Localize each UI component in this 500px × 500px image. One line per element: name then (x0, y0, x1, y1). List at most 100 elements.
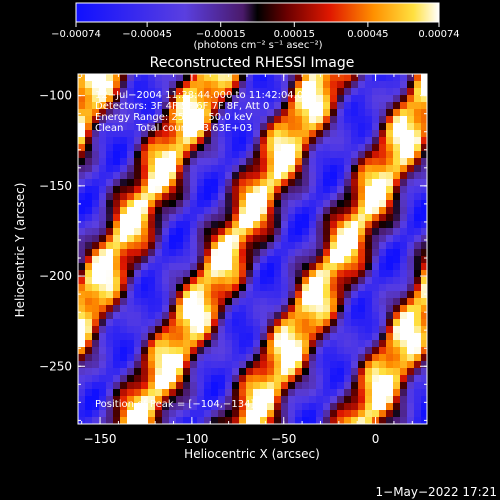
heatmap-cell (393, 151, 401, 159)
heatmap-cell (232, 298, 240, 306)
heatmap-cell (85, 193, 93, 201)
heatmap-cell (372, 193, 380, 201)
heatmap-cell (197, 389, 205, 397)
heatmap-cell (78, 102, 86, 110)
heatmap-cell (78, 109, 86, 117)
heatmap-cell (316, 179, 324, 187)
heatmap-cell (225, 347, 233, 355)
heatmap-cell (274, 109, 282, 117)
heatmap-cell (288, 116, 296, 124)
heatmap-cell (344, 417, 352, 424)
heatmap-cell (421, 249, 427, 257)
heatmap-cell (337, 165, 345, 173)
heatmap-cell (407, 179, 415, 187)
heatmap-cell (421, 312, 427, 320)
heatmap-cell (323, 382, 331, 390)
heatmap-cell (386, 144, 394, 152)
heatmap-cell (337, 396, 345, 404)
heatmap-cell (309, 263, 317, 271)
heatmap-cell (225, 214, 233, 222)
heatmap-cell (246, 88, 254, 96)
heatmap-cell (239, 284, 247, 292)
heatmap-cell (421, 319, 427, 327)
heatmap-cell (260, 88, 268, 96)
heatmap-cell (379, 291, 387, 299)
heatmap-cell (225, 144, 233, 152)
heatmap-cell (337, 298, 345, 306)
heatmap-cell (295, 186, 303, 194)
heatmap-cell (400, 326, 408, 334)
heatmap-cell (400, 151, 408, 159)
heatmap-cell (386, 410, 394, 418)
heatmap-cell (337, 81, 345, 89)
heatmap-cell (316, 333, 324, 341)
heatmap-cell (407, 291, 415, 299)
heatmap-cell (155, 284, 163, 292)
heatmap-cell (162, 81, 170, 89)
heatmap-cell (323, 333, 331, 341)
heatmap-cell (414, 291, 422, 299)
heatmap-cell (85, 186, 93, 194)
heatmap-cell (358, 186, 366, 194)
heatmap-cell (113, 144, 121, 152)
heatmap-cell (351, 375, 359, 383)
heatmap-cell (225, 340, 233, 348)
heatmap-cell (260, 207, 268, 215)
y-tick-label: −150 (39, 179, 72, 193)
heatmap-cell (281, 270, 289, 278)
heatmap-cell (141, 361, 149, 369)
heatmap-cell (204, 333, 212, 341)
heatmap-cell (190, 361, 198, 369)
heatmap-cell (323, 88, 331, 96)
heatmap-cell (414, 333, 422, 341)
heatmap-cell (372, 179, 380, 187)
heatmap-cell (274, 249, 282, 257)
heatmap-cell (281, 109, 289, 117)
heatmap-cell (176, 137, 184, 145)
heatmap-cell (169, 242, 177, 250)
heatmap-cell (106, 256, 114, 264)
heatmap-cell (127, 326, 135, 334)
heatmap-cell (204, 249, 212, 257)
heatmap-cell (169, 95, 177, 103)
heatmap-cell (337, 116, 345, 124)
heatmap-cell (393, 186, 401, 194)
plot-frame (77, 73, 428, 425)
heatmap-cell (232, 417, 240, 424)
heatmap-cell (281, 179, 289, 187)
x-tick-label: −150 (84, 432, 117, 446)
heatmap-cell (260, 165, 268, 173)
heatmap-cell (211, 228, 219, 236)
heatmap-cell (393, 410, 401, 418)
heatmap-cell (260, 396, 268, 404)
heatmap-cell (190, 396, 198, 404)
heatmap-cell (78, 130, 86, 138)
heatmap-cell (330, 284, 338, 292)
heatmap-cell (358, 137, 366, 145)
heatmap-cell (358, 340, 366, 348)
heatmap-cell (225, 403, 233, 411)
heatmap-cell (295, 172, 303, 180)
heatmap-cell (407, 221, 415, 229)
heatmap-cell (155, 74, 163, 82)
heatmap-cell (246, 165, 254, 173)
heatmap-cell (421, 347, 427, 355)
heatmap-cell (148, 256, 156, 264)
heatmap-cell (337, 235, 345, 243)
heatmap-cell (148, 403, 156, 411)
heatmap-cell (239, 88, 247, 96)
heatmap-cell (337, 221, 345, 229)
heatmap-cell (295, 326, 303, 334)
heatmap-cell (113, 389, 121, 397)
heatmap-cell (162, 186, 170, 194)
heatmap-cell (113, 116, 121, 124)
heatmap-cell (260, 221, 268, 229)
heatmap-cell (260, 312, 268, 320)
heatmap-cell (225, 298, 233, 306)
heatmap-cell (120, 347, 128, 355)
heatmap-cell (358, 151, 366, 159)
heatmap-cell (400, 382, 408, 390)
heatmap-cell (400, 116, 408, 124)
heatmap-cell (155, 116, 163, 124)
heatmap-cell (141, 277, 149, 285)
